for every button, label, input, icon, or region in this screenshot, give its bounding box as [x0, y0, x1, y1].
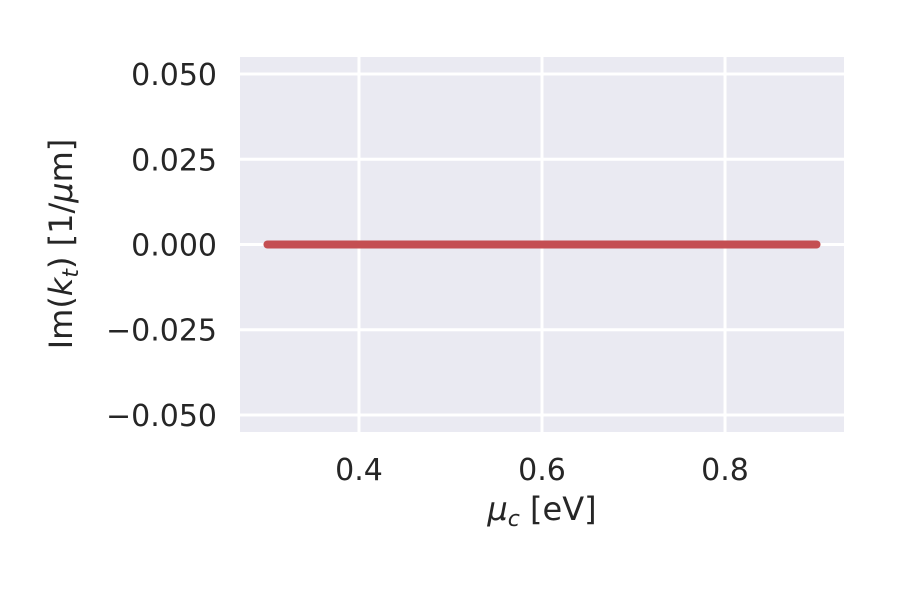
y-tick-label: 0.000: [131, 229, 217, 264]
y-tick-label: 0.025: [131, 143, 217, 178]
y-axis-prefix: Im(: [42, 296, 80, 349]
y-tick-labels: 0.050 0.025 0.000 −0.025 −0.050: [106, 58, 217, 434]
x-tick-label: 0.6: [518, 453, 566, 488]
x-axis-label: μc [eV]: [486, 490, 596, 532]
y-tick-label: −0.025: [106, 314, 217, 349]
y-axis-mu: μ: [42, 182, 80, 203]
y-tick-label: −0.050: [106, 399, 217, 434]
x-tick-labels: 0.4 0.6 0.8: [335, 453, 749, 488]
x-tick-label: 0.8: [701, 453, 749, 488]
x-axis-symbol: μ: [486, 490, 507, 528]
y-axis-subscript: t: [59, 268, 84, 278]
y-axis-tail: m]: [42, 139, 80, 183]
y-tick-label: 0.050: [131, 58, 217, 93]
x-tick-label: 0.4: [335, 453, 383, 488]
y-axis-suffix: ) [1/: [42, 203, 80, 270]
x-axis-unit: [eV]: [520, 490, 597, 528]
y-axis-symbol: k: [42, 276, 80, 296]
x-axis-subscript: c: [508, 507, 520, 532]
y-axis-label: Im(kt) [1/μm]: [42, 139, 84, 350]
